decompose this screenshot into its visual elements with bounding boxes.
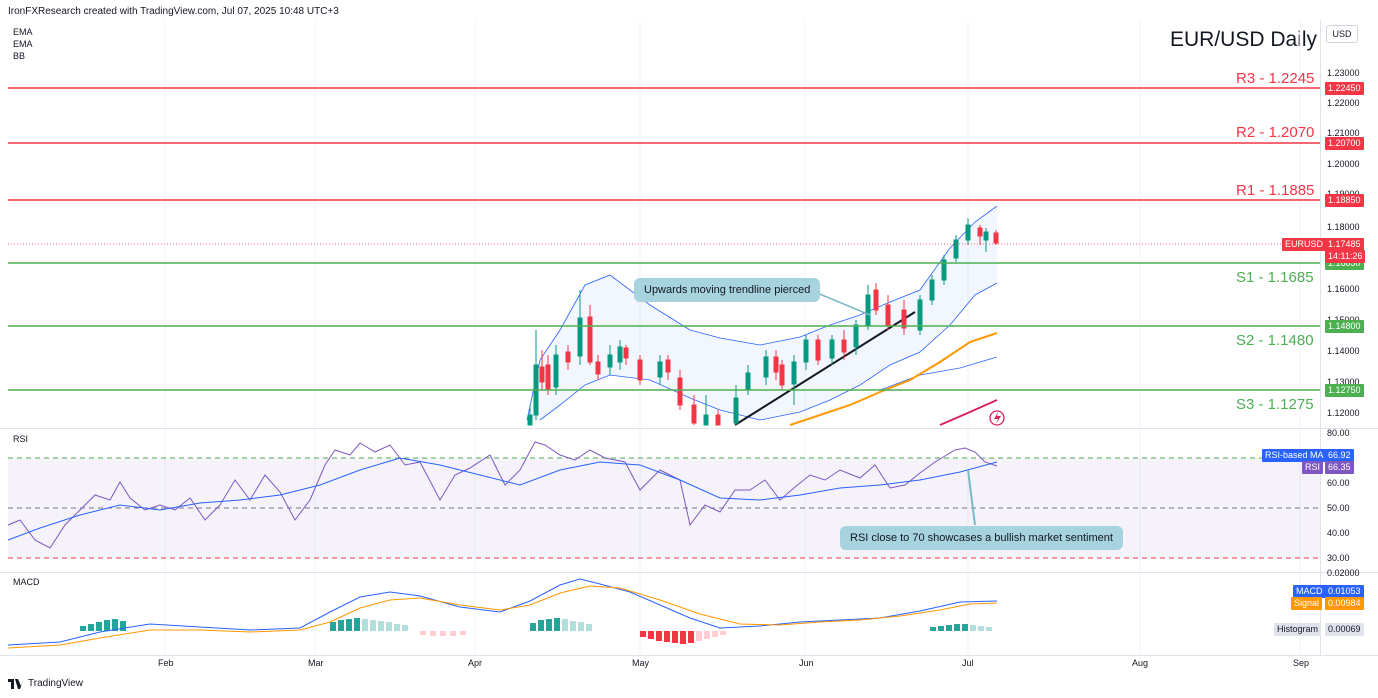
footer-branding[interactable]: TradingView: [8, 678, 83, 689]
currency-button[interactable]: USD: [1326, 25, 1358, 43]
macd-line: [7, 578, 998, 646]
price-tick: 1.16000: [1327, 284, 1360, 294]
price-tick: 1.20000: [1327, 159, 1360, 169]
rsi-ma-line: [7, 457, 998, 541]
alert-flash-icon[interactable]: [989, 410, 1005, 426]
level-label-r2: R2 - 1.2070: [1236, 124, 1315, 141]
rsi-tick: 50.00: [1327, 503, 1350, 513]
macd-histogram: [80, 618, 968, 631]
level-label-s2: S2 - 1.1480: [1236, 332, 1314, 349]
level-tag-r3: 1.22450: [1325, 82, 1364, 95]
price-tick: 1.18000: [1327, 222, 1360, 232]
time-tick: Aug: [1132, 658, 1149, 668]
rsi-line: [7, 441, 998, 549]
level-label-r3: R3 - 1.2245: [1236, 70, 1315, 87]
bollinger-upper: [526, 205, 998, 421]
indicator-bb[interactable]: BB: [13, 51, 26, 61]
trendline[interactable]: [734, 311, 916, 426]
signal-tag-value: 0.00984: [1325, 597, 1364, 610]
level-label-s1: S1 - 1.1685: [1236, 269, 1314, 286]
pane-separator-rsi[interactable]: [0, 428, 1378, 429]
rsi-ma-tag-value: 66.92: [1325, 449, 1354, 462]
price-tick: 1.23000: [1327, 68, 1360, 78]
ema-slow-line: [939, 399, 998, 426]
pane-separator-time: [0, 655, 1378, 656]
level-tag-r1: 1.18850: [1325, 194, 1364, 207]
symbol-tag: EURUSD: [1282, 238, 1327, 251]
macd-tag-value: 0.01053: [1325, 585, 1364, 598]
time-tick: Sep: [1293, 658, 1310, 668]
macd-tag-label: MACD: [1293, 585, 1326, 598]
bollinger-band-fill: [527, 206, 997, 420]
price-tick: 1.12000: [1327, 408, 1360, 418]
countdown-tag: 14:11:26: [1325, 250, 1366, 263]
macd-tick: 0.02000: [1327, 568, 1360, 578]
chart-title: EUR/USD Daily: [1170, 28, 1318, 51]
level-tag-s2: 1.14800: [1325, 320, 1364, 333]
price-tick: 1.21000: [1327, 128, 1360, 138]
histogram-tag-label: Histogram: [1274, 623, 1322, 636]
level-tag-r2: 1.20700: [1325, 137, 1364, 150]
indicator-ema-fast[interactable]: EMA: [13, 27, 33, 37]
price-tick: 1.22000: [1327, 98, 1360, 108]
rsi-tag-label: RSI: [1302, 461, 1324, 474]
bollinger-lower-2: [879, 356, 998, 391]
level-tag-s3: 1.12750: [1325, 384, 1364, 397]
rsi-callout: RSI close to 70 showcases a bullish mark…: [840, 526, 1123, 550]
time-tick: Apr: [468, 658, 483, 668]
rsi-ma-tag-label: RSI-based MA: [1262, 449, 1327, 462]
time-tick: May: [632, 658, 650, 668]
rsi-band-fill: [8, 458, 1320, 558]
rsi-callout-pointer: [967, 469, 976, 526]
current-price-tag: 1.17485: [1325, 238, 1364, 251]
rsi-tag-value: 66.35: [1325, 461, 1354, 474]
macd-pane-label[interactable]: MACD: [13, 577, 40, 587]
ema-fast-line: [789, 332, 998, 426]
time-tick: Jun: [799, 658, 814, 668]
level-label-r1: R1 - 1.1885: [1236, 182, 1315, 199]
rsi-tick: 60.00: [1327, 478, 1350, 488]
signal-line: [7, 585, 998, 649]
rsi-tick: 40.00: [1327, 528, 1350, 538]
histogram-tag-value: 0.00069: [1325, 623, 1364, 636]
pane-separator-macd[interactable]: [0, 572, 1378, 573]
time-tick: Mar: [308, 658, 324, 668]
indicator-ema-slow[interactable]: EMA: [13, 39, 33, 49]
time-tick: Jul: [962, 658, 974, 668]
price-tick: 1.14000: [1327, 346, 1360, 356]
tradingview-logo-icon: [8, 678, 24, 689]
time-tick: Feb: [158, 658, 174, 668]
footer-brand-text: TradingView: [28, 678, 84, 689]
candlesticks: [527, 218, 999, 426]
rsi-tick: 30.00: [1327, 553, 1350, 563]
rsi-pane-label[interactable]: RSI: [13, 434, 29, 444]
rsi-tick: 80.00: [1327, 428, 1350, 438]
price-axis-border: [1320, 20, 1321, 655]
signal-tag-label: Signal: [1291, 597, 1323, 610]
chart-header-text: IronFXResearch created with TradingView.…: [8, 6, 339, 17]
level-label-s3: S3 - 1.1275: [1236, 396, 1314, 413]
price-tick: 1.13000: [1327, 377, 1360, 387]
trendline-callout: Upwards moving trendline pierced: [634, 278, 821, 302]
